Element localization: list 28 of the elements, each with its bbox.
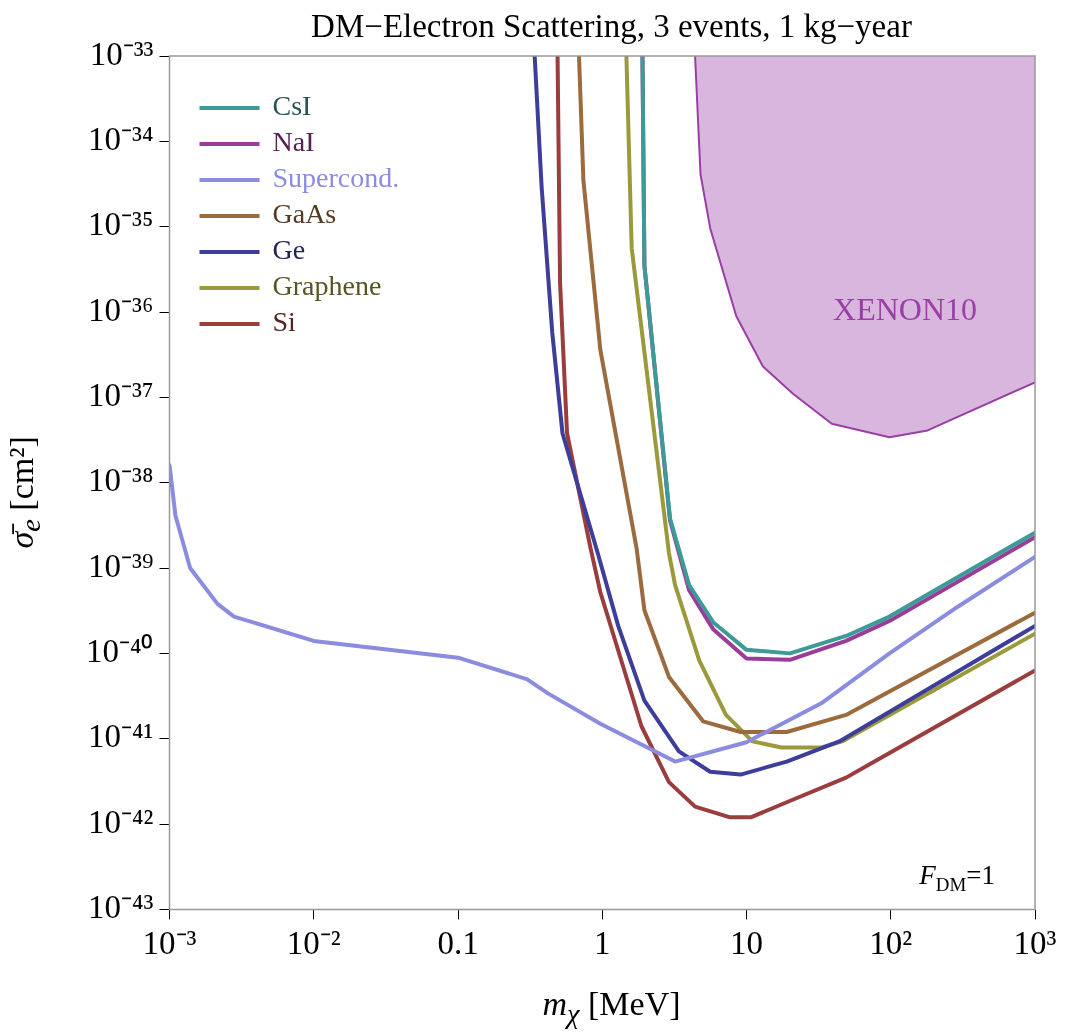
y-tick-label: 10⁻⁴² xyxy=(88,803,154,840)
x-tick-label: 10² xyxy=(869,924,913,961)
y-tick-label: 10⁻³³ xyxy=(89,35,154,72)
y-tick-label: 10⁻⁴⁰ xyxy=(85,633,154,670)
y-tick-label: 10⁻³⁶ xyxy=(88,291,154,328)
legend-label: Ge xyxy=(272,234,306,266)
legend-label: CsI xyxy=(272,90,312,122)
x-tick-label: 1 xyxy=(594,924,611,961)
x-tick-label: 10⁻² xyxy=(286,924,341,961)
legend-label: Supercond. xyxy=(272,162,400,194)
x-axis-title: m$_{χ}$ [MeV] xyxy=(541,985,682,1030)
x-tick-label: 10⁻³ xyxy=(142,924,197,961)
x-tick-label: 10³ xyxy=(1013,924,1057,961)
legend-label: Si xyxy=(272,306,297,338)
y-tick-label: 10⁻³⁴ xyxy=(88,121,154,158)
y-tick-label: 10⁻³⁷ xyxy=(88,377,154,414)
y-tick-label: 10⁻³⁹ xyxy=(88,547,154,584)
legend-label: NaI xyxy=(272,126,315,158)
x-tick-label: 10 xyxy=(730,924,763,961)
y-tick-label: 10⁻⁴³ xyxy=(88,889,154,926)
legend-label: GaAs xyxy=(272,198,337,230)
y-tick-label: 10⁻⁴¹ xyxy=(88,718,154,755)
x-tick-label: 0.1 xyxy=(437,924,479,961)
y-tick-label: 10⁻³⁵ xyxy=(88,206,154,243)
legend-label: Graphene xyxy=(272,270,382,302)
y-tick-label: 10⁻³⁸ xyxy=(88,462,154,499)
chart-title: DM−Electron Scattering, 3 events, 1 kg−year xyxy=(310,8,913,45)
text: XENON10 xyxy=(833,291,978,328)
